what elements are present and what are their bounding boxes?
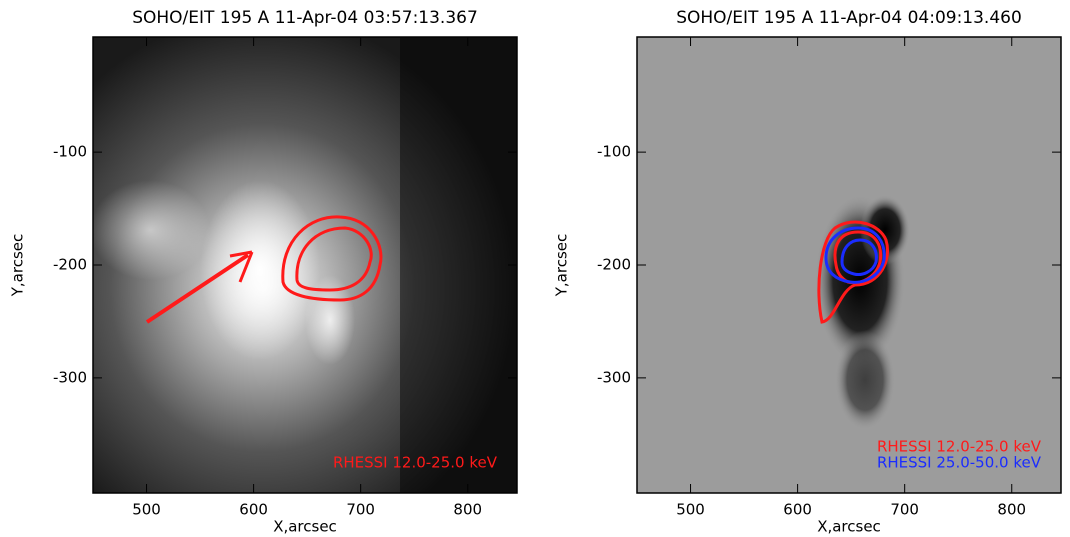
chart-title: SOHO/EIT 195 A 11-Apr-04 03:57:13.367: [132, 8, 478, 28]
x-axis-label: X,arcsec: [273, 518, 337, 536]
y-tick-label: -300: [597, 368, 631, 386]
y-tick-label: -200: [597, 256, 631, 274]
x-tick-label: 700: [346, 501, 375, 519]
chart-title: SOHO/EIT 195 A 11-Apr-04 04:09:13.460: [676, 8, 1022, 28]
figure: SOHO/EIT 195 A 11-Apr-04 03:57:13.367 X,a…: [0, 0, 1070, 537]
legend-entry: RHESSI 12.0-25.0 keV: [333, 454, 498, 472]
difference-image: [637, 37, 1061, 493]
y-tick-label: -300: [53, 368, 87, 386]
legend-entry: RHESSI 25.0-50.0 keV: [877, 454, 1042, 472]
y-tick-label: -200: [53, 256, 87, 274]
x-axis-label: X,arcsec: [817, 518, 881, 536]
x-tick-label: 700: [890, 501, 919, 519]
x-tick-label: 800: [453, 501, 482, 519]
y-axis-label: Y,arcsec: [9, 234, 27, 298]
x-tick-label: 600: [239, 501, 268, 519]
y-tick-label: -100: [597, 143, 631, 161]
euv-image: [90, 37, 517, 493]
y-axis-label: Y,arcsec: [553, 234, 571, 298]
x-tick-label: 500: [676, 501, 705, 519]
x-tick-label: 800: [997, 501, 1026, 519]
x-tick-label: 500: [132, 501, 161, 519]
y-tick-label: -100: [53, 143, 87, 161]
x-tick-label: 600: [783, 501, 812, 519]
